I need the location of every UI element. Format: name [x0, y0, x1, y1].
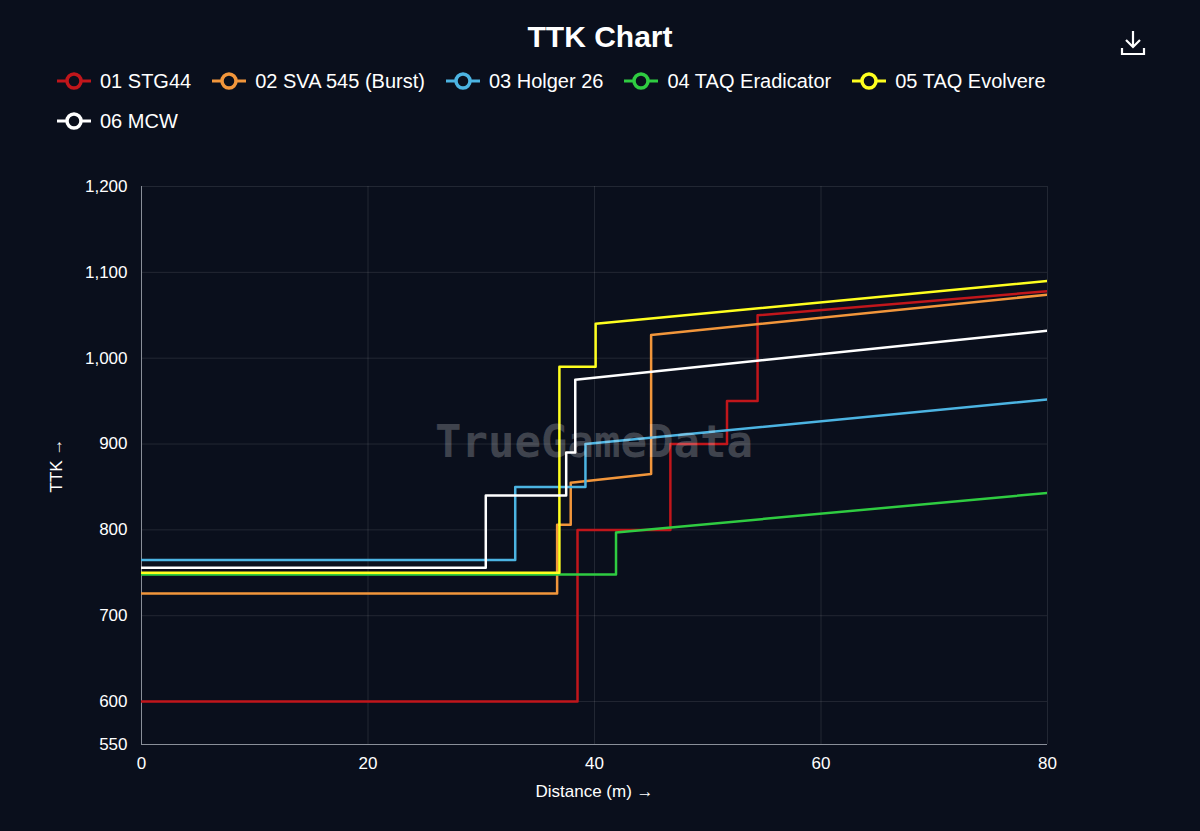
svg-text:550: 550	[99, 735, 127, 754]
svg-text:1,000: 1,000	[85, 349, 128, 368]
svg-text:1,200: 1,200	[85, 177, 128, 196]
svg-text:TTK →: TTK →	[47, 439, 66, 493]
svg-text:40: 40	[585, 754, 604, 773]
svg-text:20: 20	[359, 754, 378, 773]
svg-text:1,100: 1,100	[85, 263, 128, 282]
svg-text:0: 0	[137, 754, 146, 773]
html-text:01 STG44: 01 STG44	[100, 69, 192, 92]
html-text:TrueGameData: TrueGameData	[435, 416, 753, 467]
html-text:06 MCW: 06 MCW	[100, 109, 178, 132]
html-text:04 TAQ Eradicator: 04 TAQ Eradicator	[667, 69, 832, 92]
html-text:03 Holger 26: 03 Holger 26	[488, 69, 604, 92]
svg-text:Distance (m) →: Distance (m) →	[535, 782, 653, 801]
svg-text:900: 900	[99, 434, 127, 453]
svg-text:60: 60	[812, 754, 831, 773]
svg-text:80: 80	[1038, 754, 1057, 773]
svg-text:600: 600	[99, 692, 127, 711]
svg-text:700: 700	[99, 606, 127, 625]
html-text:TTK Chart: TTK Chart	[527, 20, 673, 53]
html-text:05 TAQ Evolvere: 05 TAQ Evolvere	[895, 69, 1046, 92]
html-text:02 SVA 545 (Burst): 02 SVA 545 (Burst)	[255, 69, 425, 92]
svg-text:800: 800	[99, 520, 127, 539]
